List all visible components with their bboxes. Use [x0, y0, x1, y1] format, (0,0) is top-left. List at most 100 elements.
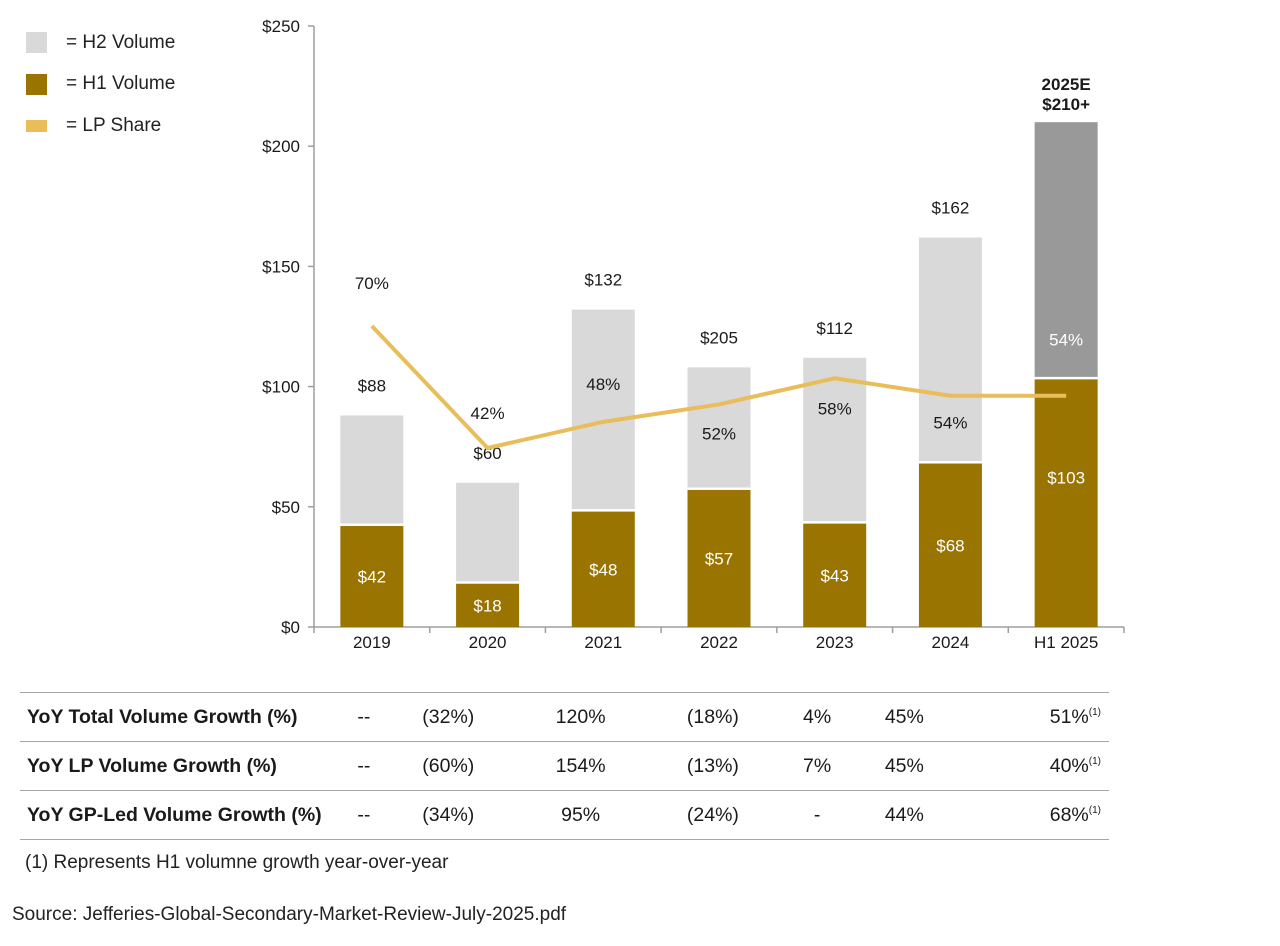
cell-value: -	[813, 803, 821, 826]
legend-item-h1: = H1 Volume	[26, 64, 175, 106]
bar-label-h1: $42	[358, 568, 386, 587]
bar-label-total: $132	[584, 271, 622, 290]
footnote-marker: (1)	[1088, 804, 1101, 816]
row-label: YoY LP Volume Growth (%)	[20, 741, 347, 791]
table-cell: (18%)	[645, 692, 781, 742]
cell-value: (60%)	[422, 754, 475, 777]
legend-swatch-lp-share	[26, 119, 47, 132]
cell-value: (24%)	[686, 803, 739, 826]
lp-share-label: 54%	[1049, 331, 1083, 350]
bar-h2	[340, 415, 404, 524]
table-row: YoY GP-Led Volume Growth (%) -- (34%) 95% (2…	[20, 790, 1109, 840]
bar-h2	[571, 309, 635, 510]
lp-share-label: 52%	[702, 424, 736, 443]
table-cell: (32%)	[380, 692, 516, 742]
footnote: (1) Represents H1 volumne growth year-ov…	[25, 852, 449, 873]
bar-label-total: $88	[358, 376, 386, 395]
cell-value: 51%	[1049, 705, 1089, 728]
bar-h1	[918, 463, 982, 627]
table-cell: 154%	[515, 741, 646, 791]
y-tick-label: $250	[262, 17, 300, 36]
legend-label: = LP Share	[66, 114, 162, 136]
y-tick-label: $100	[262, 378, 300, 397]
legend-item-lp-share: = LP Share	[26, 105, 175, 147]
lp-share-label: 58%	[818, 399, 852, 418]
legend-swatch-h2	[26, 32, 47, 54]
source-note: Source: Jefferies-Global-Secondary-Marke…	[12, 904, 567, 925]
bar-label-h1: $18	[473, 596, 501, 615]
bar-h1	[456, 583, 520, 627]
bar-label-total: 2025E	[1042, 75, 1091, 94]
bar-h2	[456, 482, 520, 582]
cell-value: (13%)	[686, 754, 739, 777]
lp-share-label: 48%	[586, 375, 620, 394]
bar-h2	[918, 237, 982, 462]
x-tick-label: 2022	[700, 633, 738, 652]
cell-value: 4%	[802, 705, 832, 728]
cell-value: 45%	[884, 754, 924, 777]
bar-h1	[803, 523, 867, 627]
bar-label-total: $60	[473, 444, 501, 463]
table-cell: --	[347, 741, 381, 791]
legend-swatch-h1	[26, 73, 47, 95]
cell-value: 154%	[555, 754, 606, 777]
table-cell: 95%	[515, 790, 646, 840]
lp-share-label: 70%	[355, 274, 389, 293]
lp-share-label: 42%	[471, 404, 505, 423]
y-tick-label: $200	[262, 137, 300, 156]
bar-h1	[687, 489, 751, 627]
growth-table: YoY Total Volume Growth (%) -- (32%) 120% (1…	[20, 692, 1109, 840]
bar-label-h1: $103	[1047, 468, 1085, 487]
x-tick-label: H1 2025	[1034, 633, 1098, 652]
cell-value: --	[357, 754, 371, 777]
x-tick-label: 2024	[932, 633, 970, 652]
cell-value: 40%	[1049, 754, 1089, 777]
table-cell: --	[347, 790, 381, 840]
cell-value: (18%)	[686, 705, 739, 728]
table-row: YoY LP Volume Growth (%) -- (60%) 154% (13%)…	[20, 741, 1109, 791]
x-tick-label: 2021	[584, 633, 622, 652]
row-label: YoY GP-Led Volume Growth (%)	[20, 790, 347, 840]
bar-label-h1: $57	[705, 549, 733, 568]
legend-item-h2: = H2 Volume	[26, 22, 175, 64]
bar-label-h1: $48	[589, 560, 617, 579]
stacked-bar-chart: $0 $50 $100 $150 $200 $250 2019 2020 2021 2022 202…	[262, 17, 1125, 652]
table-cell: 40%(1)	[955, 741, 1109, 791]
legend-label: = H1 Volume	[66, 73, 176, 95]
bar-label-h1: $43	[821, 566, 849, 585]
table-cell: 4%	[780, 692, 854, 742]
cell-value: 7%	[802, 754, 832, 777]
y-tick-label: $0	[281, 618, 300, 637]
footnote-marker: (1)	[1088, 755, 1101, 767]
legend-label: = H2 Volume	[66, 31, 176, 53]
y-tick-label: $50	[272, 498, 300, 517]
bar-label-total: $205	[700, 328, 738, 347]
bar-label-total: $162	[932, 199, 970, 218]
lp-share-label: 54%	[933, 414, 967, 433]
bar-label-total: $210+	[1042, 95, 1090, 114]
footnote-marker: (1)	[1088, 706, 1101, 718]
table-cell: --	[347, 692, 381, 742]
cell-value: (34%)	[422, 803, 475, 826]
y-tick-label: $150	[262, 257, 300, 276]
table-cell: 45%	[853, 741, 956, 791]
x-tick-label: 2020	[469, 633, 507, 652]
bar-h1	[340, 526, 404, 627]
bar-label-total: $112	[816, 319, 853, 338]
cell-value: 68%	[1049, 803, 1089, 826]
table-cell: (13%)	[645, 741, 781, 791]
x-tick-label: 2019	[353, 633, 391, 652]
cell-value: 95%	[561, 803, 601, 826]
table-cell: (34%)	[380, 790, 516, 840]
cell-value: 120%	[555, 705, 606, 728]
table-cell: 7%	[780, 741, 854, 791]
row-label: YoY Total Volume Growth (%)	[20, 692, 347, 742]
cell-value: --	[357, 803, 371, 826]
table-cell: 45%	[853, 692, 956, 742]
table-cell: 44%	[853, 790, 956, 840]
bar-h1	[571, 511, 635, 627]
table-cell: (60%)	[380, 741, 516, 791]
bar-label-h1: $68	[936, 536, 964, 555]
cell-value: --	[357, 705, 371, 728]
bar-h1	[1034, 379, 1098, 627]
